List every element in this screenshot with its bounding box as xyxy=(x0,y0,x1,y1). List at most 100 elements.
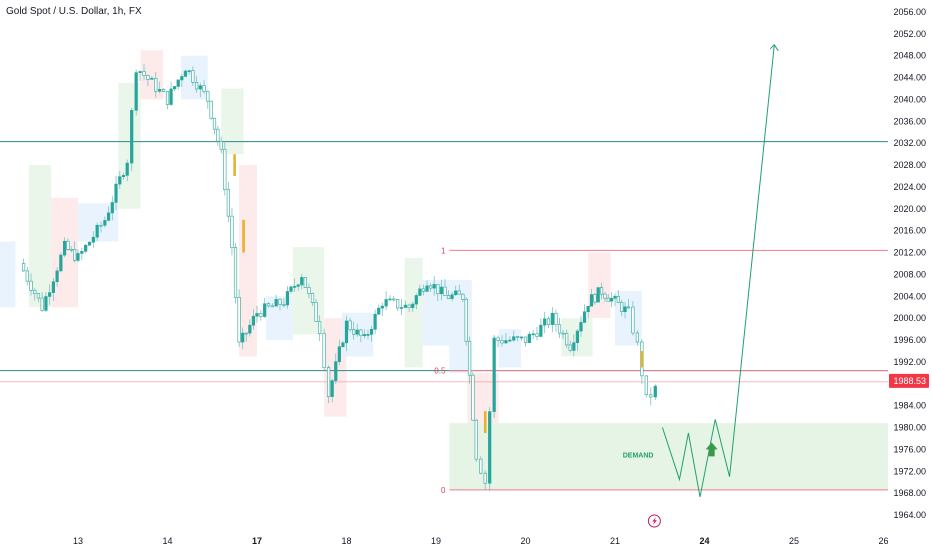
candle xyxy=(380,305,384,309)
session-zone xyxy=(221,88,244,155)
candle xyxy=(479,458,483,474)
time-tick-label: 20 xyxy=(520,536,530,546)
price-axis[interactable]: 1964.00 1968.00 1972.00 1976.00 1980.00 1984.… xyxy=(889,7,929,520)
candle xyxy=(216,128,220,142)
fib-level-label: 1 xyxy=(441,246,446,255)
candle xyxy=(623,306,627,312)
candle xyxy=(488,411,492,484)
candle xyxy=(613,296,617,299)
candle xyxy=(388,298,392,301)
candle xyxy=(176,79,180,87)
candle xyxy=(403,304,407,308)
candle xyxy=(593,294,597,303)
symbol-title: Gold Spot / U.S. Dollar, 1h, FX xyxy=(6,6,142,17)
candle xyxy=(582,311,587,323)
candle xyxy=(59,254,63,272)
price-tick-label: 1972.00 xyxy=(893,466,926,476)
candle xyxy=(318,321,322,334)
candle xyxy=(21,263,26,272)
candle xyxy=(226,189,230,217)
price-tick-label: 2044.00 xyxy=(893,73,926,83)
candle xyxy=(337,346,341,362)
candle xyxy=(392,298,396,301)
candle xyxy=(561,332,565,335)
candle xyxy=(425,285,429,292)
candle xyxy=(84,244,88,252)
accent-candle xyxy=(233,154,236,177)
candle xyxy=(575,330,580,344)
candle xyxy=(36,293,41,299)
candle xyxy=(334,361,338,381)
candle xyxy=(568,344,572,351)
time-tick-label: 13 xyxy=(73,536,83,546)
candle xyxy=(118,176,122,185)
candle xyxy=(362,334,367,337)
candle xyxy=(73,248,77,261)
price-tick-label: 2000.00 xyxy=(893,313,926,323)
candle xyxy=(310,293,315,303)
zones-layer xyxy=(0,50,888,490)
candle xyxy=(270,305,274,308)
candle xyxy=(461,293,465,300)
candle xyxy=(579,322,583,332)
projection-path xyxy=(661,44,775,498)
time-tick-label: 21 xyxy=(610,536,620,546)
candle xyxy=(209,100,213,119)
candle xyxy=(610,297,614,302)
candle xyxy=(384,299,388,307)
candle xyxy=(649,394,653,398)
candle xyxy=(40,297,44,311)
candle xyxy=(251,315,256,326)
candle xyxy=(467,340,472,376)
candle xyxy=(114,183,118,203)
candle xyxy=(596,287,600,303)
projection-arrowhead xyxy=(769,44,779,52)
candle xyxy=(241,332,245,343)
price-tick-label: 2012.00 xyxy=(893,248,926,258)
price-tick-label: 1996.00 xyxy=(893,335,926,345)
candle xyxy=(483,472,487,484)
price-tick-label: 2028.00 xyxy=(893,160,926,170)
session-zone xyxy=(0,241,16,308)
time-axis[interactable]: 13 14 17 18 19 20 21 24 25 26 xyxy=(73,536,889,546)
candle xyxy=(399,307,404,309)
candle xyxy=(121,175,126,177)
price-tick-label: 2036.00 xyxy=(893,116,926,126)
candle xyxy=(396,299,400,309)
candle xyxy=(626,306,631,309)
candle xyxy=(377,307,381,315)
price-tick-label: 1964.00 xyxy=(893,510,926,520)
candle xyxy=(138,71,142,73)
candle xyxy=(142,71,146,76)
candle xyxy=(66,240,70,250)
candle xyxy=(457,290,461,295)
candle xyxy=(91,236,95,243)
candle xyxy=(173,86,177,90)
candle xyxy=(539,324,543,337)
time-tick-label: 17 xyxy=(252,536,262,546)
candle xyxy=(454,290,458,296)
candle xyxy=(187,70,191,72)
candle xyxy=(202,85,206,92)
candle xyxy=(543,318,547,326)
candle xyxy=(369,328,374,335)
candle xyxy=(87,241,92,246)
fib-level-label: 0.5 xyxy=(434,367,446,376)
candle xyxy=(278,299,282,305)
candle xyxy=(212,117,217,130)
candle xyxy=(443,286,447,296)
candle xyxy=(285,291,290,306)
candle xyxy=(586,305,590,313)
candle xyxy=(95,224,99,238)
candles-layer xyxy=(21,63,657,492)
price-tick-label: 2004.00 xyxy=(893,291,926,301)
candle xyxy=(492,337,496,412)
fib-level-label: 0 xyxy=(441,486,446,495)
candle xyxy=(366,334,370,336)
price-tick-label: 1992.00 xyxy=(893,357,926,367)
session-zone xyxy=(588,252,611,319)
candle xyxy=(603,293,607,299)
candle xyxy=(191,70,195,83)
